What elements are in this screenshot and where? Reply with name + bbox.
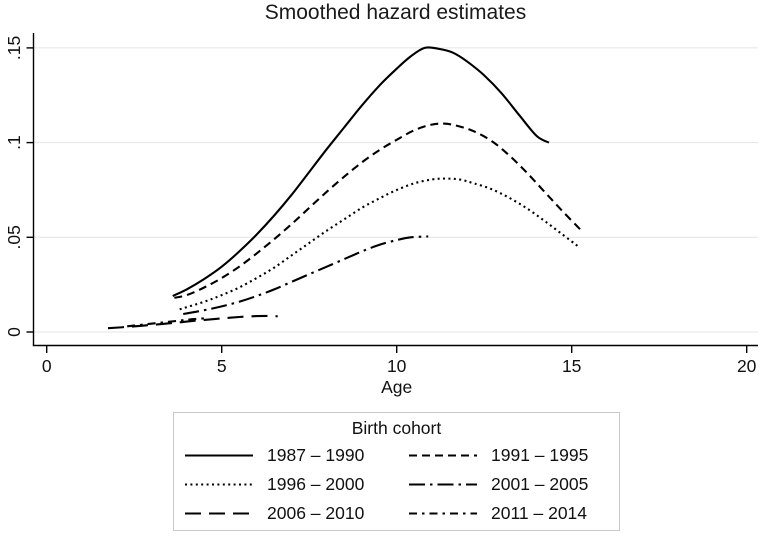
legend-label: 1996 – 2000	[267, 474, 365, 494]
y-tick-label: .15	[4, 36, 24, 60]
legend-title: Birth cohort	[351, 418, 442, 438]
x-tick-label: 0	[42, 356, 52, 376]
legend-grid: 1987 – 1990 1991 – 1995 1996 – 2000 2001 – …	[174, 438, 619, 524]
curve-1996–2000	[179, 177, 580, 311]
curve-2011–2014	[127, 317, 208, 328]
legend-label: 2001 – 2005	[491, 474, 589, 494]
legend-item: 1996 – 2000	[184, 474, 408, 495]
legend-label: 1991 – 1995	[491, 445, 589, 465]
curve-1991–1995	[174, 122, 582, 299]
plot-area: 0 .05 .1 .15 0 5 10 15 20 Age	[4, 33, 758, 397]
legend-label: 1987 – 1990	[267, 445, 365, 465]
x-tick-label: 15	[562, 356, 581, 376]
x-tick-label: 5	[217, 356, 227, 376]
legend-label: 2006 – 2010	[267, 503, 365, 523]
y-tick-label: .1	[4, 135, 24, 150]
x-tick-label: 10	[387, 356, 407, 376]
curve-1987–1990	[172, 46, 550, 297]
y-tick-label: 0	[4, 327, 24, 337]
legend-line-sample-shortdash-dot	[409, 512, 477, 515]
legend-line-sample-solid	[185, 454, 253, 457]
x-axis-title: Age	[381, 377, 412, 397]
legend-item: 1987 – 1990	[184, 445, 408, 466]
x-tick-label: 20	[737, 356, 757, 376]
legend-line-sample-longdash	[185, 512, 253, 515]
legend-line-sample-dash	[409, 454, 477, 457]
legend-item: 2006 – 2010	[184, 503, 408, 524]
legend-label: 2011 – 2014	[491, 503, 588, 523]
legend-item: 2001 – 2005	[408, 474, 619, 495]
chart-title: Smoothed hazard estimates	[264, 1, 527, 24]
curve-2001–2005	[183, 235, 429, 316]
legend-line-sample-longdash-dot	[409, 483, 477, 486]
y-tick-label: .05	[4, 225, 24, 249]
legend-box: Birth cohort 1987 – 1990 1991 – 1995 1996 …	[173, 412, 620, 531]
legend-item: 2011 – 2014	[408, 503, 619, 524]
legend-line-sample-dot	[185, 483, 253, 486]
legend-item: 1991 – 1995	[408, 445, 619, 466]
